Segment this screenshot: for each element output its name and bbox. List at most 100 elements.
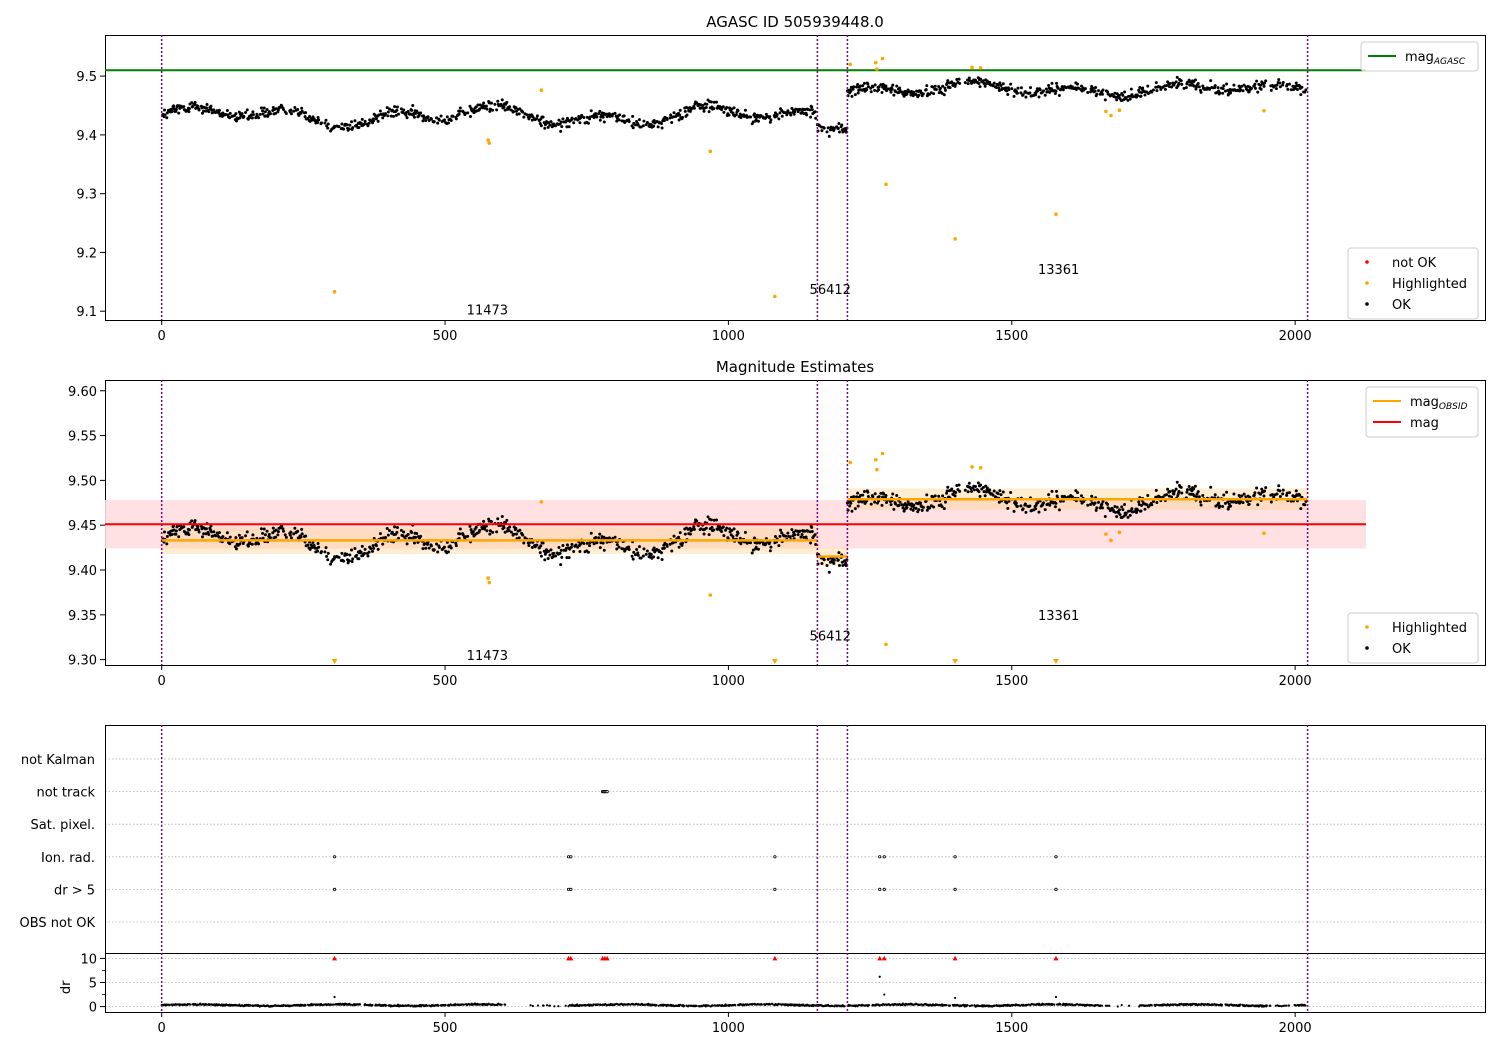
magnitude-ok-point [1042,501,1046,505]
dr-point [683,1004,686,1007]
magnitude-ok-point [174,529,178,533]
agasc-ok-point [1124,96,1128,100]
agasc-ok-point [366,124,370,128]
magnitude-ok-point [585,541,589,545]
magnitude-ok-point [1256,503,1260,507]
magnitude-ok-point [642,547,646,551]
magnitude-ok-point [1179,485,1183,489]
dr-point [545,1004,549,1007]
magnitude-lower-legend-box [1347,612,1479,664]
agasc-ok-point [435,116,439,120]
magnitude-ok-point [1006,506,1010,510]
flag-point [773,887,777,892]
magnitude-ok-point [517,536,521,540]
panel-magnitude-title: Magnitude Estimates [716,358,874,376]
agasc-ok-point [437,118,441,122]
agasc-ok-point [484,104,488,108]
agasc-ok-point [1286,87,1290,91]
agasc-ok-point [1061,88,1065,92]
agasc-ok-point [1213,84,1217,88]
agasc-ok-point [395,105,399,109]
agasc-ok-point [429,117,433,121]
agasc-ok-point [163,113,167,117]
agasc-ok-point [1150,90,1154,94]
agasc-ok-point [1222,84,1226,88]
agasc-ok-point [943,86,947,90]
magnitude-ok-point [802,535,806,539]
agasc-ok-point [432,120,436,124]
agasc-ok-point [1299,93,1303,97]
dr-point [599,1003,602,1007]
magnitude-ok-point [688,532,692,536]
magnitude-ok-point [976,481,980,485]
agasc-ok-point [1295,87,1299,91]
magnitude-ok-point [710,525,714,529]
magnitude-ok-point [1079,494,1083,498]
agasc-ok-point [814,116,818,120]
magnitude-ok-point [424,546,428,550]
agasc-ok-point [187,107,191,111]
agasc-ok-point [1229,91,1233,95]
agasc-ok-point [1278,81,1282,85]
magnitude-ok-point [958,489,962,493]
dr-point [948,1004,952,1007]
agasc-ok-point [394,113,398,117]
agasc-ok-point [1015,91,1019,95]
agasc-ok-point [353,119,357,123]
agasc-ok-point [869,86,873,90]
agasc-ok-point [351,126,355,130]
agasc-ok-point [378,109,382,113]
magnitude-ok-point [284,535,288,539]
magnitude-ok-point [972,488,976,492]
agasc-lower-legend-marker [1365,281,1369,285]
agasc-ok-point [699,103,703,107]
dr-point [1094,1004,1097,1007]
magnitude-ok-point [491,530,495,534]
magnitude-ok-point [800,532,804,536]
agasc-ok-point [670,120,674,124]
flag-point [878,855,882,859]
magnitude-ok-point [1095,506,1099,510]
magnitude-ok-point [773,534,777,538]
agasc-ok-point [389,114,393,118]
agasc-ok-point [598,109,602,113]
agasc-ok-point [250,116,254,120]
agasc-ok-point [671,115,675,119]
agasc-ok-point [712,100,716,104]
agasc-ok-point [1136,94,1140,98]
magnitude-ok-point [809,541,813,545]
agasc-highlighted-point [539,88,544,93]
magnitude-ok-point [731,535,735,539]
agasc-ok-point [507,107,511,111]
agasc-ok-point [457,112,461,116]
agasc-ok-point [943,88,947,92]
agasc-ok-point [1192,84,1196,88]
magnitude-ok-point [1277,484,1281,488]
agasc-ok-point [1177,81,1181,85]
agasc-ok-point [1281,81,1285,85]
magnitude-ok-point [347,559,351,563]
agasc-ok-point [244,110,248,114]
panel-flags-frame [105,725,1486,1013]
agasc-ok-point [1095,92,1099,96]
magnitude-ok-point [699,527,703,531]
agasc-ok-point [865,88,869,92]
magnitude-ok-point [810,529,814,533]
magnitude-ok-point [804,535,808,539]
agasc-ok-point [514,109,518,113]
agasc-ok-point [882,83,886,87]
magnitude-ok-point [814,543,818,547]
magnitude-ok-point [326,551,330,555]
magnitude-ok-point [739,542,743,546]
magnitude-ok-point [1226,500,1230,504]
agasc-highlighted-point [773,294,777,299]
agasc-ok-point [367,121,371,125]
agasc-y-tick-label: 9.5 [76,70,97,85]
magnitude-ok-point [660,551,664,555]
magnitude-ok-point [552,551,556,555]
magnitude-ok-point [427,546,431,550]
magnitude-ok-point [1192,494,1196,498]
agasc-ok-point [806,107,810,111]
magnitude-ok-point [644,552,648,556]
agasc-ok-point [917,93,921,97]
